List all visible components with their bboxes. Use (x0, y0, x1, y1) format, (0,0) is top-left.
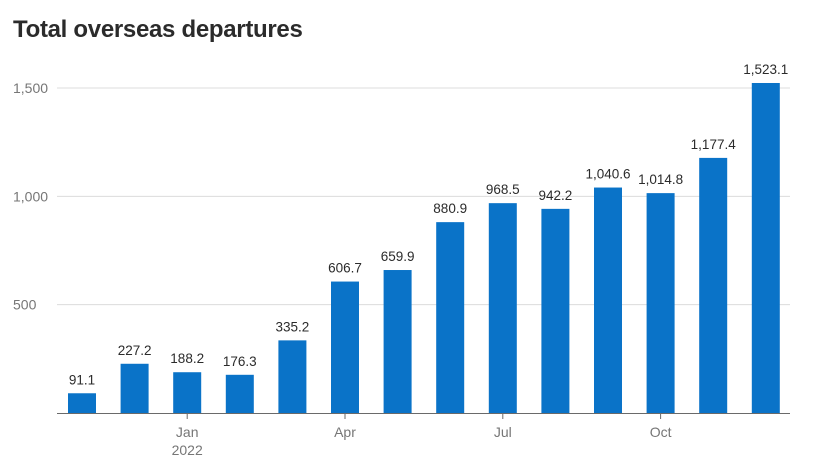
data-label: 335.2 (276, 319, 310, 334)
data-label: 1,014.8 (638, 172, 683, 187)
data-label: 227.2 (118, 343, 152, 358)
bar (225, 374, 254, 413)
data-label: 942.2 (539, 188, 573, 203)
x-axis (57, 413, 790, 419)
bar (68, 393, 96, 413)
x-tick-label: Jan (176, 424, 199, 440)
bar (594, 187, 622, 413)
bar (751, 82, 780, 414)
y-tick-label: 1,000 (13, 188, 48, 204)
data-labels: 91.1 227.2 188.2 176.3 335.2 606.7 659.9 880.9 9… (69, 62, 788, 387)
y-axis-labels: 500 1,000 1,500 (13, 80, 48, 313)
bar (383, 270, 412, 413)
bar (699, 157, 728, 413)
data-label: 176.3 (223, 354, 257, 369)
bar (646, 193, 675, 413)
bar (173, 372, 202, 413)
grid-lines (57, 87, 790, 306)
chart-title: Total overseas departures (13, 16, 303, 43)
data-label: 606.7 (328, 261, 362, 276)
bar (331, 281, 359, 413)
x-tick-sublabel: 2022 (172, 442, 203, 458)
data-label: 880.9 (433, 201, 467, 216)
bar (278, 340, 307, 413)
data-label: 91.1 (69, 372, 95, 387)
x-tick-label: Jul (494, 424, 512, 440)
x-tick-label: Apr (334, 424, 356, 440)
data-label: 188.2 (170, 351, 204, 366)
bar (541, 208, 570, 413)
y-tick-label: 1,500 (13, 80, 48, 96)
x-axis-labels: Jan 2022 Apr Jul Oct (172, 424, 672, 458)
y-tick-label: 500 (13, 297, 37, 313)
x-tick-label: Oct (650, 424, 672, 440)
bars (68, 82, 780, 414)
data-label: 659.9 (381, 249, 415, 264)
data-label: 1,040.6 (585, 167, 630, 182)
bar (436, 222, 465, 413)
data-label: 1,523.1 (743, 62, 788, 77)
bar (488, 203, 517, 413)
data-label: 968.5 (486, 182, 520, 197)
bar (120, 363, 149, 413)
data-label: 1,177.4 (691, 137, 737, 152)
